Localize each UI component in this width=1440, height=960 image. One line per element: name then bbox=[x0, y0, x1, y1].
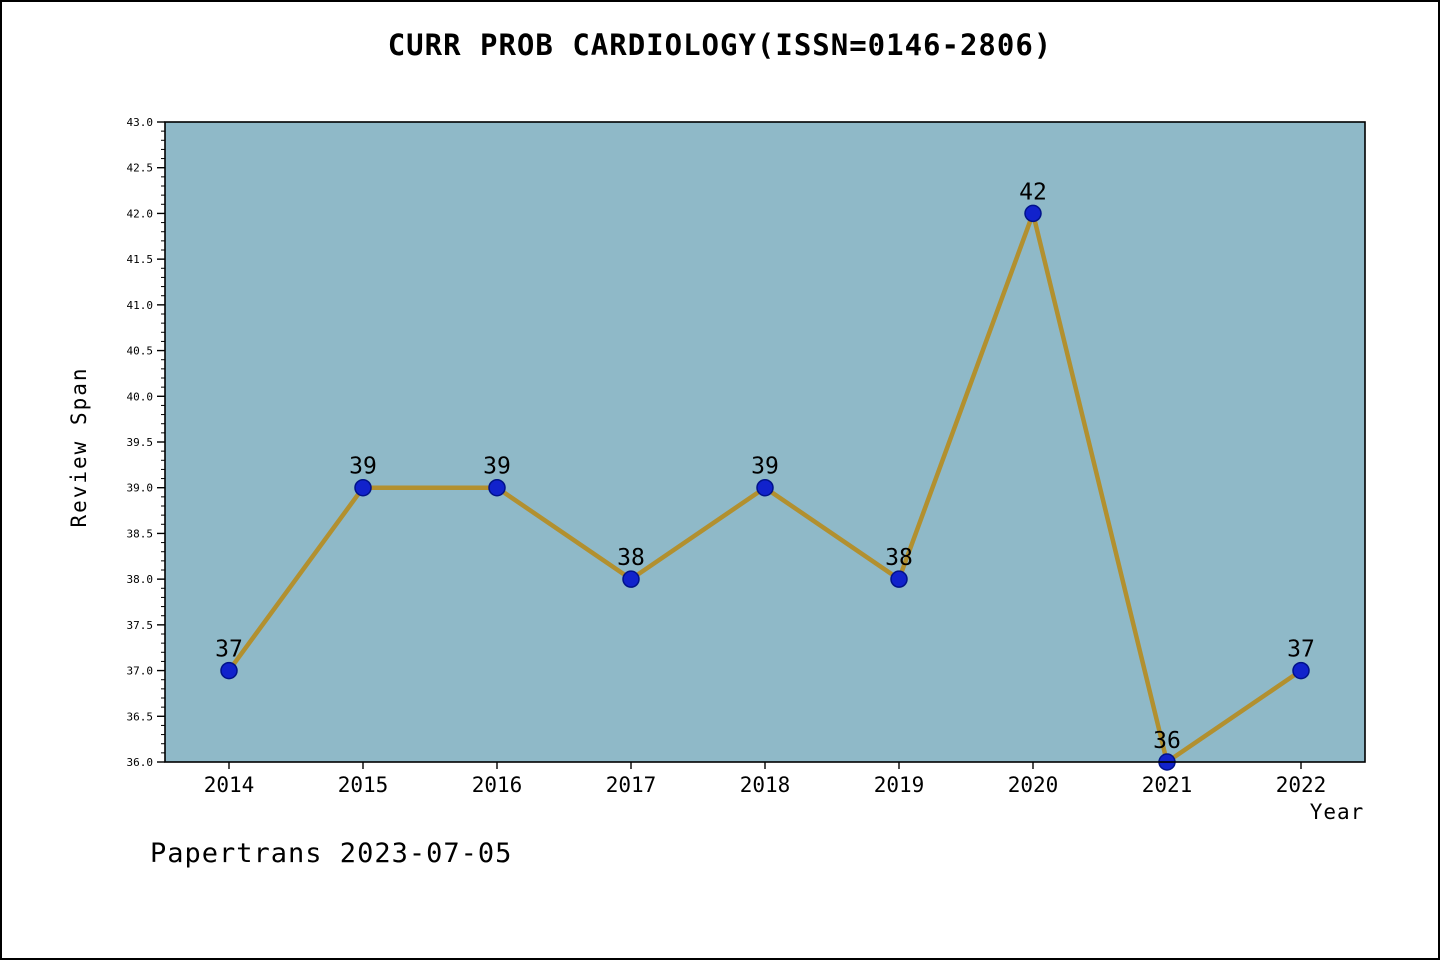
data-point bbox=[622, 570, 640, 588]
data-point-label: 39 bbox=[751, 454, 779, 480]
y-tick-label: 40.5 bbox=[127, 345, 154, 358]
data-point bbox=[1292, 661, 1310, 680]
watermark-text: Papertrans 2023-07-05 bbox=[150, 838, 513, 869]
x-tick-label: 2017 bbox=[606, 773, 657, 797]
x-axis-label: Year bbox=[1309, 800, 1365, 824]
chart-title: CURR PROB CARDIOLOGY(ISSN=0146-2806) bbox=[387, 28, 1053, 62]
y-tick-label: 36.5 bbox=[127, 710, 154, 723]
x-tick-label: 2014 bbox=[204, 773, 255, 797]
data-point bbox=[1024, 204, 1042, 223]
x-tick-label: 2018 bbox=[740, 773, 791, 797]
y-tick-label: 38.0 bbox=[127, 573, 154, 586]
y-tick-label: 42.5 bbox=[127, 162, 154, 175]
plot-frame bbox=[164, 121, 1366, 763]
x-tick-label: 2015 bbox=[338, 773, 389, 797]
x-tick-label: 2020 bbox=[1008, 773, 1059, 797]
y-tick-label: 39.0 bbox=[127, 482, 154, 495]
plot-background bbox=[165, 122, 1365, 762]
data-point-label: 38 bbox=[885, 545, 913, 571]
data-point bbox=[220, 661, 238, 680]
x-tick-label: 2022 bbox=[1276, 773, 1327, 797]
y-tick-label: 36.0 bbox=[127, 756, 154, 769]
data-point-label: 37 bbox=[215, 637, 243, 663]
data-point-label: 37 bbox=[1287, 637, 1315, 663]
data-point bbox=[890, 570, 908, 588]
y-tick-label: 38.5 bbox=[127, 527, 154, 540]
x-tick-label: 2021 bbox=[1142, 773, 1193, 797]
y-tick-label: 39.5 bbox=[127, 436, 154, 449]
data-point bbox=[756, 478, 774, 497]
data-point-label: 36 bbox=[1153, 728, 1181, 754]
y-tick-label: 37.5 bbox=[127, 619, 154, 632]
y-tick-label: 40.0 bbox=[127, 390, 154, 403]
x-tick-label: 2019 bbox=[874, 773, 925, 797]
data-point-label: 42 bbox=[1019, 179, 1047, 205]
data-point-label: 39 bbox=[349, 454, 377, 480]
y-tick-label: 37.0 bbox=[127, 665, 154, 678]
data-point-label: 39 bbox=[483, 454, 511, 480]
data-point bbox=[488, 478, 506, 497]
y-tick-label: 41.5 bbox=[127, 253, 154, 266]
y-tick-label: 42.0 bbox=[127, 207, 154, 220]
y-tick-label: 43.0 bbox=[127, 116, 154, 129]
x-tick-label: 2016 bbox=[472, 773, 523, 797]
data-point bbox=[354, 478, 372, 497]
y-tick-label: 41.0 bbox=[127, 299, 154, 312]
data-point-label: 38 bbox=[617, 545, 645, 571]
